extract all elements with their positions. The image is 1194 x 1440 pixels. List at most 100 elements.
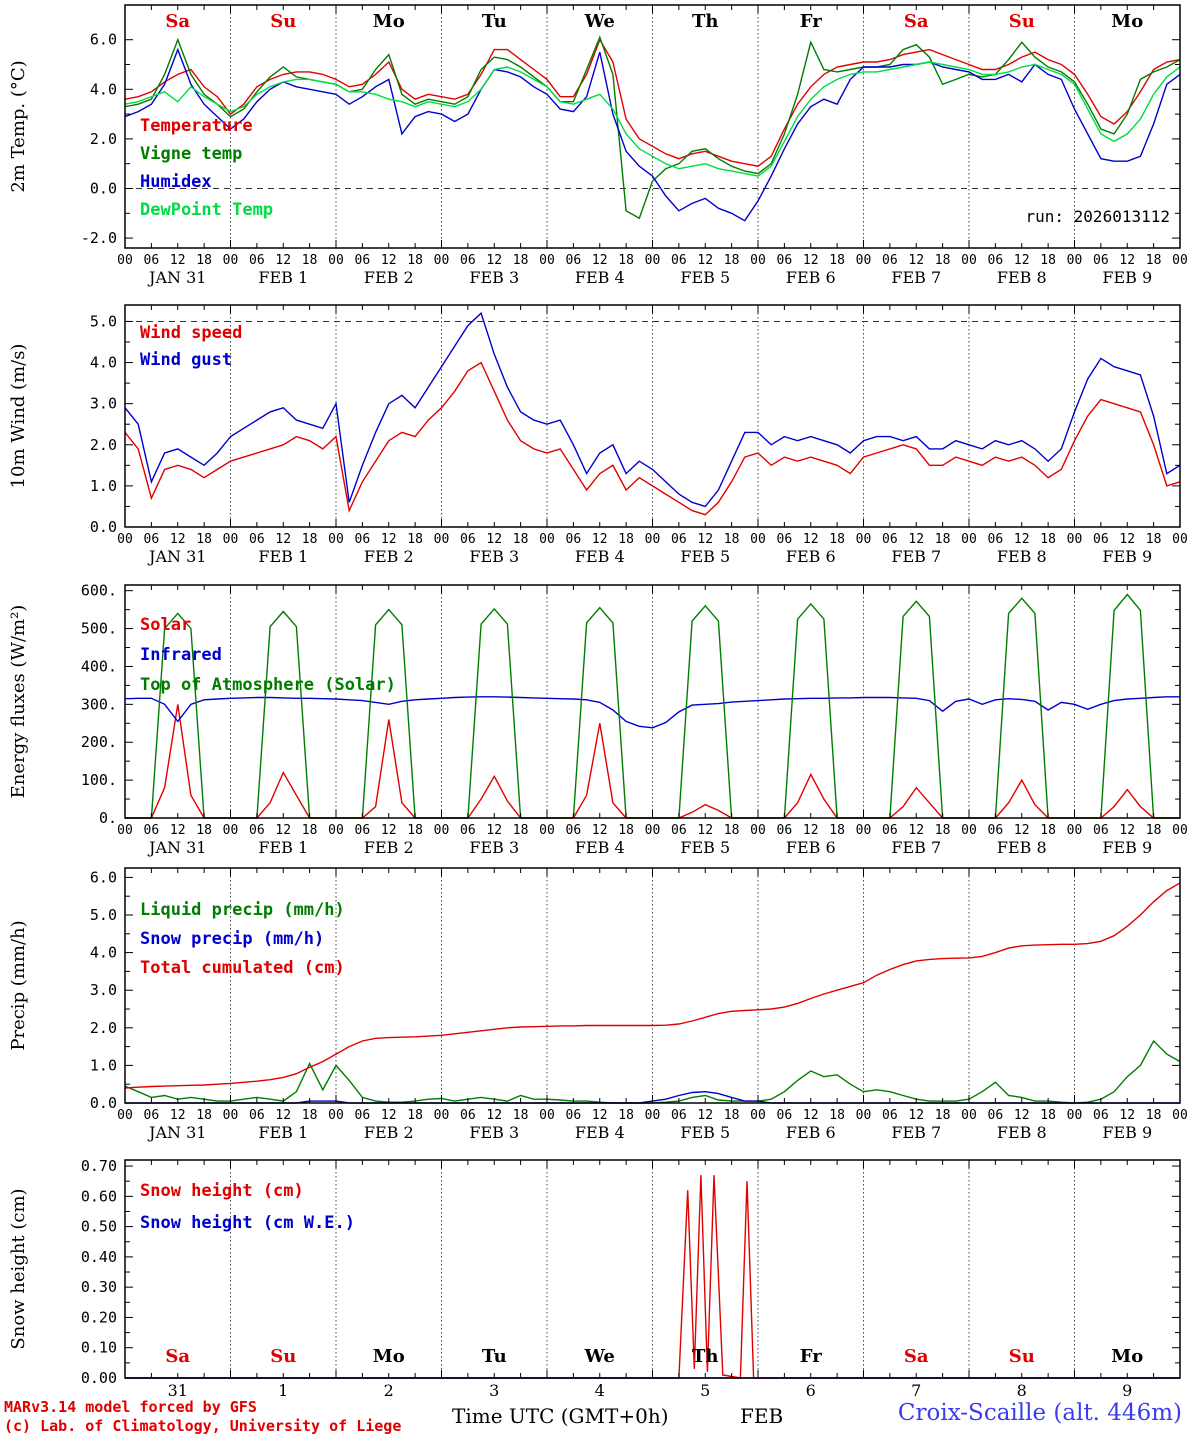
svg-text:12: 12 [697,532,713,547]
svg-text:Mo: Mo [1111,1346,1143,1367]
svg-text:12: 12 [592,253,608,268]
svg-text:06: 06 [566,1108,582,1123]
svg-text:12: 12 [275,823,291,838]
svg-text:00: 00 [328,1108,344,1123]
svg-text:12: 12 [1119,253,1135,268]
svg-text:06: 06 [882,823,898,838]
svg-text:12: 12 [803,823,819,838]
svg-text:06: 06 [988,823,1004,838]
svg-text:FEB 8: FEB 8 [997,547,1047,566]
svg-text:06: 06 [1093,532,1109,547]
panel-energy-fluxes: 00 06 12 18 00 06 12 18 00 06 12 18 00 06 12 18 00 06 12 18… [8,582,1188,857]
svg-text:FEB 6: FEB 6 [786,1123,836,1142]
svg-text:06: 06 [882,1108,898,1123]
svg-text:00: 00 [328,253,344,268]
svg-text:00: 00 [856,532,872,547]
svg-text:FEB 3: FEB 3 [469,838,519,857]
svg-text:00: 00 [1172,253,1188,268]
svg-text:00: 00 [645,823,661,838]
panel-temperature: 00 06 12 18 00 06 12 18 00 06 12 18 00 06 12 18 00 06 12 18… [8,4,1188,287]
svg-text:2: 2 [384,1381,394,1400]
svg-text:Su: Su [1009,11,1035,32]
svg-text:0.70: 0.70 [81,1157,117,1175]
svg-text:4: 4 [595,1381,605,1400]
svg-text:18: 18 [407,532,423,547]
svg-text:4.0: 4.0 [90,80,117,98]
svg-text:-2.0: -2.0 [81,229,117,247]
svg-text:06: 06 [566,532,582,547]
svg-text:00: 00 [1067,1108,1083,1123]
svg-text:We: We [584,1346,615,1367]
svg-text:00: 00 [856,253,872,268]
svg-text:0.0: 0.0 [90,1094,117,1112]
svg-text:00: 00 [645,1108,661,1123]
svg-text:12: 12 [592,532,608,547]
series-total-cumulated-cm- [124,882,1181,1089]
svg-text:Th: Th [692,11,718,32]
legend-temperature-2: Humidex [140,172,212,192]
svg-text:Mo: Mo [373,11,405,32]
svg-text:00: 00 [328,532,344,547]
svg-text:We: We [584,11,615,32]
svg-text:Su: Su [1009,1346,1035,1367]
svg-text:3.0: 3.0 [90,395,117,413]
svg-text:2.0: 2.0 [90,436,117,454]
svg-text:12: 12 [486,253,502,268]
svg-text:06: 06 [671,532,687,547]
svg-text:0.50: 0.50 [81,1218,117,1236]
svg-text:12: 12 [697,253,713,268]
svg-text:5: 5 [700,1381,710,1400]
svg-text:12: 12 [381,253,397,268]
svg-text:FEB 8: FEB 8 [997,838,1047,857]
svg-text:FEB 1: FEB 1 [258,268,308,287]
ylabel-energy-fluxes: Energy fluxes (W/m²) [8,605,29,799]
svg-text:00: 00 [1172,1108,1188,1123]
svg-text:JAN 31: JAN 31 [147,268,206,287]
svg-text:00: 00 [750,532,766,547]
run-label: run: 2026013112 [1026,207,1171,226]
legend-temperature-0: Temperature [140,116,253,136]
svg-text:Tu: Tu [482,11,507,32]
svg-text:12: 12 [1014,253,1030,268]
svg-text:06: 06 [249,823,265,838]
svg-text:12: 12 [486,1108,502,1123]
svg-text:12: 12 [1014,1108,1030,1123]
svg-text:06: 06 [355,532,371,547]
svg-text:18: 18 [1146,1108,1162,1123]
svg-text:12: 12 [908,823,924,838]
svg-text:18: 18 [935,1108,951,1123]
svg-text:00: 00 [645,253,661,268]
legend-energy-fluxes-1: Infrared [140,645,222,665]
svg-text:12: 12 [592,823,608,838]
svg-text:FEB 1: FEB 1 [258,547,308,566]
svg-text:00: 00 [539,1108,555,1123]
svg-text:12: 12 [381,823,397,838]
svg-text:0.20: 0.20 [81,1308,117,1326]
svg-text:FEB 3: FEB 3 [469,1123,519,1142]
svg-text:FEB 4: FEB 4 [575,268,625,287]
svg-text:Sa: Sa [904,1346,929,1367]
ylabel-snow-height: Snow height (cm) [8,1188,29,1349]
svg-text:06: 06 [777,823,793,838]
svg-text:18: 18 [829,1108,845,1123]
svg-text:FEB 2: FEB 2 [364,547,414,566]
svg-text:Sa: Sa [904,11,929,32]
legend-energy-fluxes-2: Top of Atmosphere (Solar) [140,675,396,695]
svg-text:00: 00 [750,1108,766,1123]
svg-text:18: 18 [829,823,845,838]
svg-text:0.0: 0.0 [90,179,117,197]
svg-text:FEB 2: FEB 2 [364,1123,414,1142]
svg-text:FEB 9: FEB 9 [1102,838,1152,857]
series-snow-height-cm- [125,1175,1180,1379]
svg-text:18: 18 [1040,532,1056,547]
svg-text:0.0: 0.0 [90,518,117,536]
svg-text:18: 18 [196,253,212,268]
svg-text:FEB 1: FEB 1 [258,1123,308,1142]
svg-text:06: 06 [144,1108,160,1123]
svg-text:12: 12 [1119,823,1135,838]
legend-precip-1: Snow precip (mm/h) [140,929,324,949]
panel-snow-height: 31 1 2 3 4 5 6 7 8 9 0.00 0.10 0.20 0.30 0.40 0.50 0.60 0… [8,1157,1181,1400]
model-credit: MARv3.14 model forced by GFS (c) Lab. of… [4,1398,401,1436]
svg-text:FEB 2: FEB 2 [364,268,414,287]
svg-text:06: 06 [671,253,687,268]
